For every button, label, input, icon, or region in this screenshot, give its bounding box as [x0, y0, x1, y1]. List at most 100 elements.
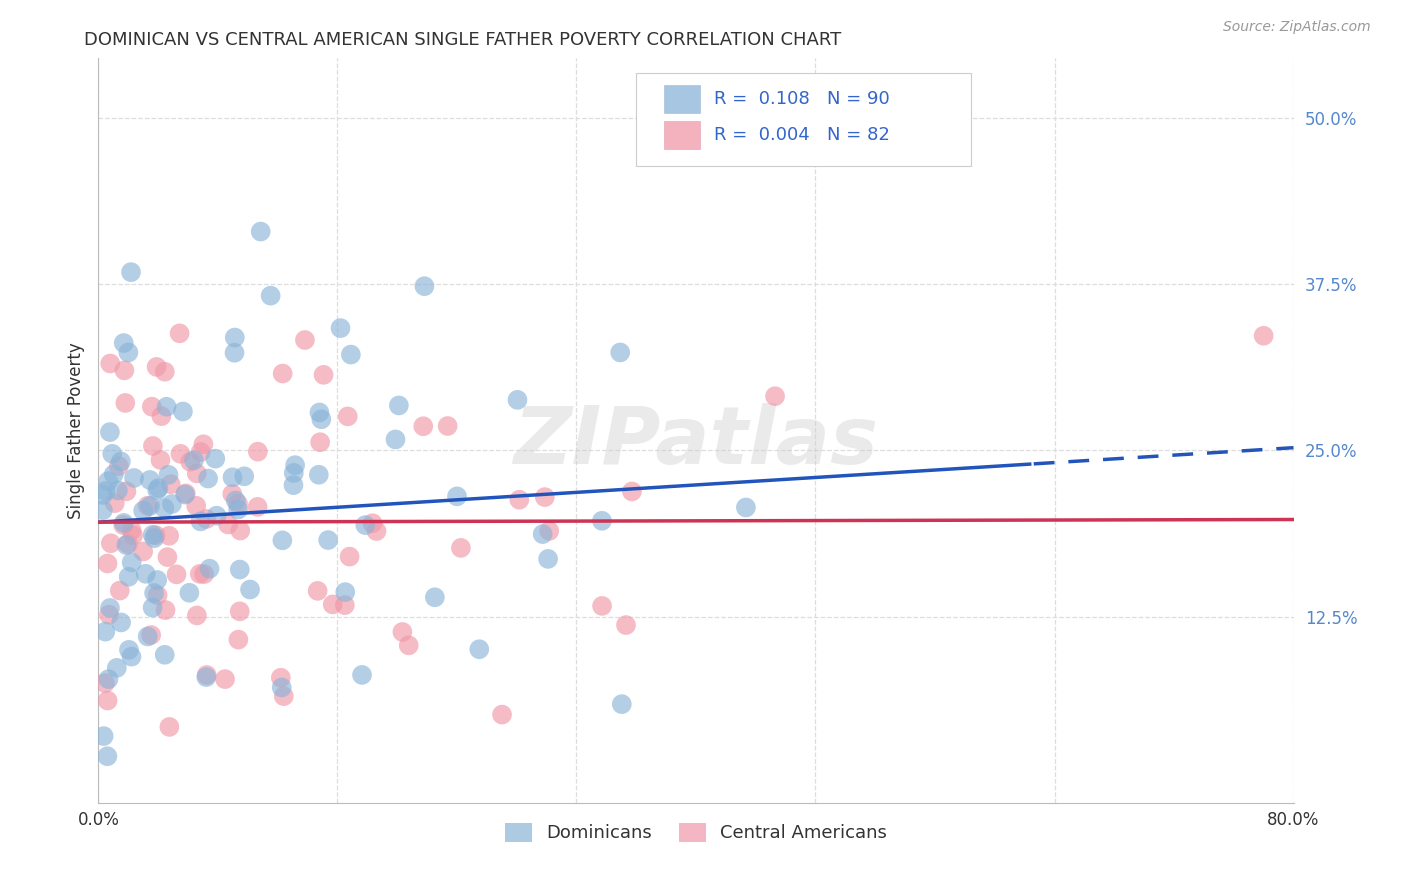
FancyBboxPatch shape	[664, 85, 700, 113]
Point	[1253, 328, 1275, 343]
Point	[107, 483, 129, 498]
Point	[135, 566, 157, 581]
Point	[259, 288, 281, 302]
Point	[221, 470, 243, 484]
Point	[155, 603, 177, 617]
Point	[149, 453, 172, 467]
Point	[333, 598, 356, 612]
Point	[195, 512, 218, 526]
Point	[190, 515, 212, 529]
Point	[122, 471, 145, 485]
Point	[412, 419, 434, 434]
Point	[169, 326, 191, 341]
Point	[335, 585, 357, 599]
Point	[166, 567, 188, 582]
Point	[249, 225, 271, 239]
Point	[391, 624, 413, 639]
Point	[104, 496, 127, 510]
Point	[436, 419, 458, 434]
Point	[538, 524, 561, 538]
Point	[153, 501, 176, 516]
Point	[186, 499, 208, 513]
Point	[423, 591, 446, 605]
Point	[217, 517, 239, 532]
FancyBboxPatch shape	[637, 73, 972, 166]
Point	[145, 528, 167, 542]
Point	[143, 586, 166, 600]
Point	[96, 557, 118, 571]
Point	[155, 400, 177, 414]
Point	[311, 412, 333, 426]
Point	[271, 533, 294, 548]
Point	[159, 477, 181, 491]
Point	[506, 392, 529, 407]
Point	[270, 671, 292, 685]
Point	[224, 330, 246, 344]
Point	[188, 566, 211, 581]
Point	[763, 389, 786, 403]
Point	[350, 668, 373, 682]
Point	[246, 500, 269, 514]
Point	[91, 503, 114, 517]
Point	[270, 681, 292, 695]
Point	[160, 497, 183, 511]
Point	[146, 483, 169, 498]
Point	[609, 345, 631, 359]
Text: ZIPatlas: ZIPatlas	[513, 402, 879, 481]
Point	[98, 601, 121, 615]
Point	[121, 524, 143, 538]
Point	[190, 445, 212, 459]
Point	[225, 493, 247, 508]
Text: R =  0.108   N = 90: R = 0.108 N = 90	[714, 90, 890, 108]
Point	[97, 474, 120, 488]
Text: Source: ZipAtlas.com: Source: ZipAtlas.com	[1223, 20, 1371, 34]
Point	[193, 437, 215, 451]
Point	[468, 642, 491, 657]
Point	[100, 536, 122, 550]
Point	[98, 357, 121, 371]
Point	[121, 649, 143, 664]
Point	[153, 365, 176, 379]
Point	[195, 668, 218, 682]
Point	[508, 492, 530, 507]
Point	[150, 409, 173, 424]
Point	[340, 348, 363, 362]
Point	[186, 608, 208, 623]
Point	[157, 529, 180, 543]
Point	[108, 583, 131, 598]
Point	[339, 549, 361, 564]
Point	[174, 487, 197, 501]
Point	[226, 497, 249, 511]
Point	[307, 583, 329, 598]
Point	[153, 648, 176, 662]
Point	[172, 404, 194, 418]
Point	[97, 693, 120, 707]
Point	[105, 661, 128, 675]
Point	[398, 638, 420, 652]
Point	[735, 500, 758, 515]
Point	[96, 749, 118, 764]
Point	[103, 467, 125, 482]
Point	[94, 676, 117, 690]
Point	[112, 336, 135, 351]
Point	[591, 599, 613, 613]
Point	[336, 409, 359, 424]
Point	[294, 333, 316, 347]
Point	[145, 359, 167, 374]
Point	[120, 265, 142, 279]
Point	[491, 707, 513, 722]
Point	[361, 516, 384, 531]
Point	[309, 435, 332, 450]
Point	[204, 451, 226, 466]
Point	[146, 588, 169, 602]
Point	[91, 488, 114, 502]
Point	[533, 490, 555, 504]
Point	[139, 473, 162, 487]
Point	[354, 518, 377, 533]
Point	[284, 458, 307, 472]
Point	[112, 363, 135, 377]
Point	[118, 643, 141, 657]
Point	[157, 467, 180, 482]
Point	[229, 524, 252, 538]
Point	[610, 697, 633, 711]
